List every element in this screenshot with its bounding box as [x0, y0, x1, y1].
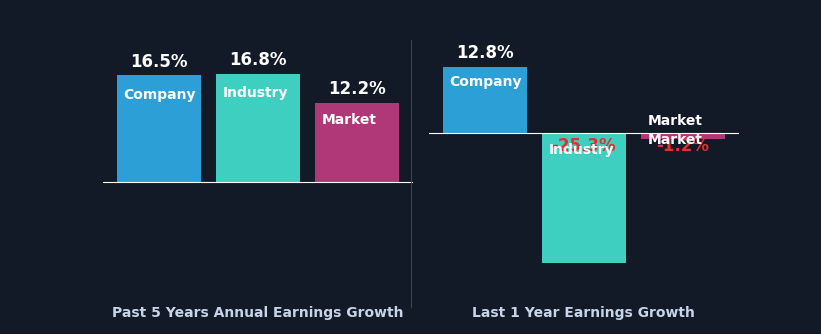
Text: 16.5%: 16.5% [130, 53, 187, 71]
Bar [117, 75, 201, 182]
X-axis label: Last 1 Year Earnings Growth: Last 1 Year Earnings Growth [472, 306, 695, 320]
Bar [640, 133, 725, 139]
Bar [443, 67, 527, 133]
Text: -25.3%: -25.3% [552, 137, 616, 155]
Text: 12.8%: 12.8% [456, 44, 513, 62]
Bar [216, 73, 300, 182]
Text: Market: Market [322, 113, 377, 127]
Text: Market: Market [648, 114, 703, 128]
Text: Company: Company [124, 88, 196, 102]
Text: Market: Market [648, 133, 703, 147]
Bar [542, 133, 626, 263]
Text: 12.2%: 12.2% [328, 80, 386, 99]
X-axis label: Past 5 Years Annual Earnings Growth: Past 5 Years Annual Earnings Growth [112, 306, 404, 320]
Text: -1.2%: -1.2% [656, 137, 709, 155]
Bar [314, 103, 399, 182]
Text: Company: Company [450, 75, 522, 89]
Text: Industry: Industry [222, 87, 288, 101]
Text: Industry: Industry [548, 143, 614, 157]
Text: 16.8%: 16.8% [229, 51, 287, 69]
